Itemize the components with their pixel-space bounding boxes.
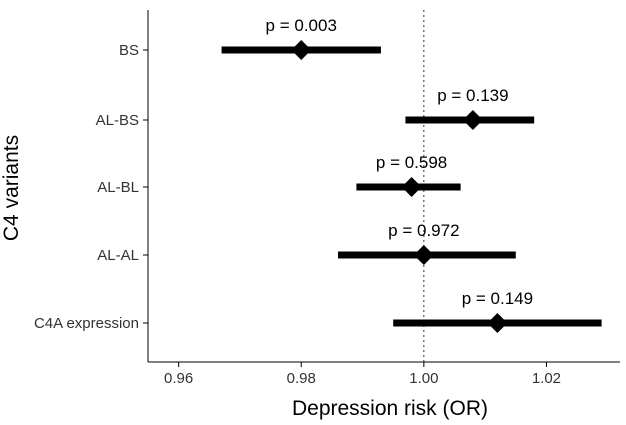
y-tick-label: BS xyxy=(119,42,139,59)
x-axis-title: Depression risk (OR) xyxy=(292,397,488,420)
p-value-label: p = 0.149 xyxy=(462,289,533,308)
y-axis: BS AL-BS AL-BL AL-AL C4A expression xyxy=(34,10,149,362)
or-point xyxy=(401,177,422,197)
y-axis-title: C4 variants xyxy=(0,135,23,241)
p-value-label: p = 0.972 xyxy=(388,221,459,240)
x-tick-label: 0.96 xyxy=(164,370,193,387)
y-tick-label: C4A expression xyxy=(34,315,139,332)
or-point xyxy=(487,313,508,333)
x-tick-label: 1.00 xyxy=(409,370,438,387)
p-value-label: p = 0.139 xyxy=(437,86,508,105)
x-axis: 0.96 0.98 1.00 1.02 xyxy=(148,361,620,387)
y-tick-label: AL-BL xyxy=(97,179,139,196)
x-tick-label: 1.02 xyxy=(532,370,561,387)
or-point xyxy=(462,110,483,130)
p-value-label: p = 0.598 xyxy=(376,153,447,172)
y-tick-label: AL-AL xyxy=(97,247,139,264)
or-point xyxy=(413,245,434,265)
plot-marks: p = 0.003 p = 0.139 p = 0.598 p = 0.972 p = … xyxy=(221,10,602,362)
or-point xyxy=(291,40,312,60)
y-tick-label: AL-BS xyxy=(96,112,139,129)
p-value-label: p = 0.003 xyxy=(266,16,337,35)
x-tick-label: 0.98 xyxy=(287,370,316,387)
